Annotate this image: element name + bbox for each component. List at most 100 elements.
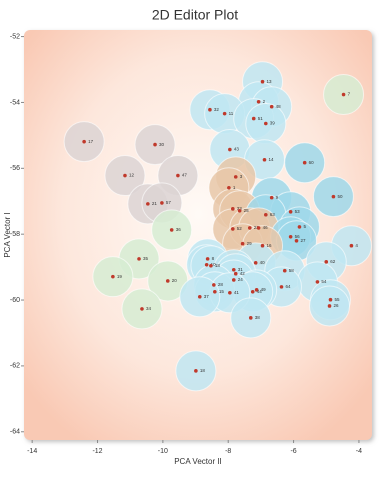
point <box>262 157 267 162</box>
point-label: 27 <box>301 238 307 243</box>
point-label: 8 <box>212 256 215 261</box>
point <box>240 241 245 246</box>
point-label: 48 <box>276 104 282 109</box>
point <box>228 147 232 152</box>
point-label: 26 <box>334 303 340 308</box>
point-label: 18 <box>215 263 221 268</box>
point-label: 33 <box>237 206 243 211</box>
point-label: 13 <box>267 79 273 84</box>
point <box>165 279 170 283</box>
point <box>231 278 236 282</box>
point-label: 1 <box>233 185 236 190</box>
point <box>260 79 265 84</box>
point-label: 56 <box>295 234 301 239</box>
point-label: 54 <box>321 279 327 284</box>
point <box>233 175 238 179</box>
point <box>231 227 235 231</box>
point <box>288 209 293 214</box>
point-label: 34 <box>146 306 152 311</box>
point <box>256 226 261 230</box>
point-label: 58 <box>289 268 295 273</box>
x-tick-label: -14 <box>27 448 37 455</box>
point <box>253 261 258 265</box>
point <box>160 201 164 205</box>
point <box>328 297 333 302</box>
y-tick-label: -60 <box>10 297 20 304</box>
point <box>247 226 252 230</box>
point-label: 63 <box>270 212 276 217</box>
point-label: 41 <box>234 290 240 295</box>
point <box>227 185 231 190</box>
point-label: 22 <box>254 225 260 230</box>
point-label: 57 <box>166 200 172 205</box>
point <box>269 195 274 200</box>
point <box>302 160 307 165</box>
point-label: 2 <box>263 99 266 104</box>
point-label: 9 <box>276 195 279 200</box>
point <box>260 243 265 248</box>
point <box>176 173 180 178</box>
point-label: 53 <box>295 209 301 214</box>
point-label: 29 <box>247 241 253 246</box>
point-label: 19 <box>117 274 123 279</box>
point <box>140 307 144 311</box>
point-label: 43 <box>234 147 240 152</box>
point-label: 12 <box>129 173 135 178</box>
point-label: 11 <box>229 111 234 116</box>
point-label: 17 <box>88 139 94 144</box>
point <box>349 243 354 248</box>
plot-area <box>24 30 372 440</box>
point <box>256 99 261 104</box>
chart-title: 2D Editor Plot <box>152 7 238 23</box>
point <box>264 212 268 217</box>
point <box>194 369 198 373</box>
point-label: 18 <box>200 368 206 373</box>
point <box>222 111 227 116</box>
point-label: 10 <box>211 262 217 267</box>
point <box>250 290 255 294</box>
point <box>315 280 320 284</box>
x-tick-label: -8 <box>225 448 231 455</box>
point-label: 25 <box>244 208 250 213</box>
point <box>213 290 217 294</box>
point <box>233 271 238 276</box>
point-label: 35 <box>143 256 149 261</box>
point <box>204 263 209 267</box>
y-tick-label: -56 <box>10 165 20 172</box>
x-axis-label: PCA Vector II <box>174 457 222 466</box>
point-label: 3 <box>240 174 243 179</box>
point-label: 15 <box>219 289 225 294</box>
point-label: 37 <box>204 294 210 299</box>
point-label: 39 <box>270 121 276 126</box>
point <box>297 225 302 229</box>
point-label: 32 <box>214 107 220 112</box>
point-label: 46 <box>263 225 269 230</box>
point <box>341 92 346 97</box>
point <box>153 142 157 147</box>
point <box>197 294 202 299</box>
point <box>231 207 235 211</box>
point-label: 28 <box>218 282 224 287</box>
point-label: 60 <box>309 160 315 165</box>
y-tick-label: -54 <box>10 99 20 106</box>
y-tick-label: -64 <box>10 429 20 436</box>
point <box>279 285 284 289</box>
y-axis-label: PCA Vector I <box>3 212 12 257</box>
point-label: 24 <box>238 277 244 282</box>
point <box>237 208 242 213</box>
x-tick-label: -4 <box>356 448 362 455</box>
point <box>327 304 332 308</box>
point-label: 38 <box>255 315 261 320</box>
y-tick-label: -62 <box>10 363 20 370</box>
point-label: 30 <box>159 142 165 147</box>
point <box>251 116 256 121</box>
point <box>282 268 287 273</box>
point <box>208 107 212 112</box>
point <box>264 121 268 126</box>
point <box>111 274 115 279</box>
point <box>228 290 232 295</box>
x-tick-label: -12 <box>92 448 102 455</box>
point <box>146 202 150 206</box>
